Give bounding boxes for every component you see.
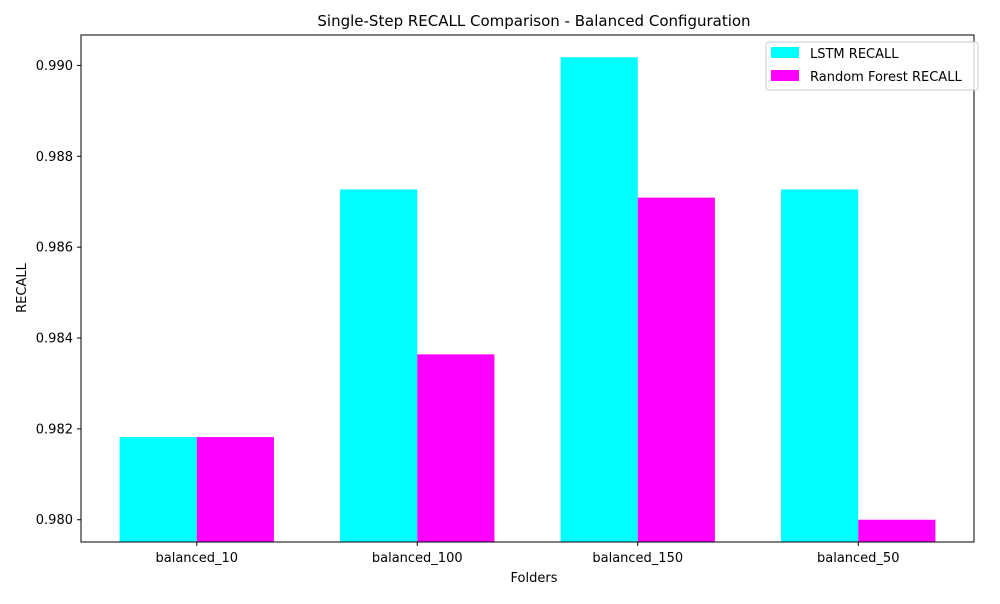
- legend-label-lstm: LSTM RECALL: [810, 47, 899, 62]
- x-tick-label-balanced-100: balanced_100: [372, 551, 463, 566]
- x-tick-label-balanced-150: balanced_150: [592, 551, 683, 566]
- legend-frame: [765, 41, 979, 91]
- bar-lstm-recall-balanced-100: [340, 189, 418, 542]
- y-tick-label: 0.982: [36, 422, 73, 437]
- legend-swatch-random-forest: [771, 70, 799, 81]
- y-axis: 0.980 0.982 0.984 0.986 0.988 0.990: [36, 59, 81, 528]
- y-tick-label: 0.984: [36, 332, 73, 347]
- bar-lstm-recall-balanced-50: [781, 189, 859, 542]
- legend-label-random-forest: Random Forest RECALL: [810, 70, 962, 85]
- legend: LSTM RECALL Random Forest RECALL: [765, 41, 979, 91]
- bar-random-forest-recall-balanced-150: [637, 197, 715, 542]
- x-tick-label-balanced-10: balanced_10: [156, 551, 238, 566]
- x-axis-label: Folders: [511, 571, 558, 586]
- bar-random-forest-recall-balanced-50: [858, 519, 936, 542]
- bar-random-forest-recall-balanced-10: [196, 437, 274, 542]
- bar-random-forest-recall-balanced-100: [417, 354, 495, 542]
- chart-title: Single-Step RECALL Comparison - Balanced…: [317, 12, 750, 30]
- x-axis: balanced_10 balanced_100 balanced_150 balan…: [156, 542, 899, 566]
- legend-swatch-lstm: [771, 47, 799, 58]
- plot-frame: [80, 34, 975, 543]
- y-tick-label: 0.986: [36, 241, 73, 256]
- y-tick-label: 0.988: [36, 150, 73, 165]
- bar-lstm-recall-balanced-150: [560, 57, 638, 542]
- y-tick-label: 0.990: [36, 59, 73, 74]
- y-tick-label: 0.980: [36, 513, 73, 528]
- y-axis-label: RECALL: [15, 262, 30, 312]
- bar-lstm-recall-balanced-10: [119, 437, 197, 542]
- bars-layer: [119, 57, 936, 542]
- x-tick-label-balanced-50: balanced_50: [817, 551, 899, 566]
